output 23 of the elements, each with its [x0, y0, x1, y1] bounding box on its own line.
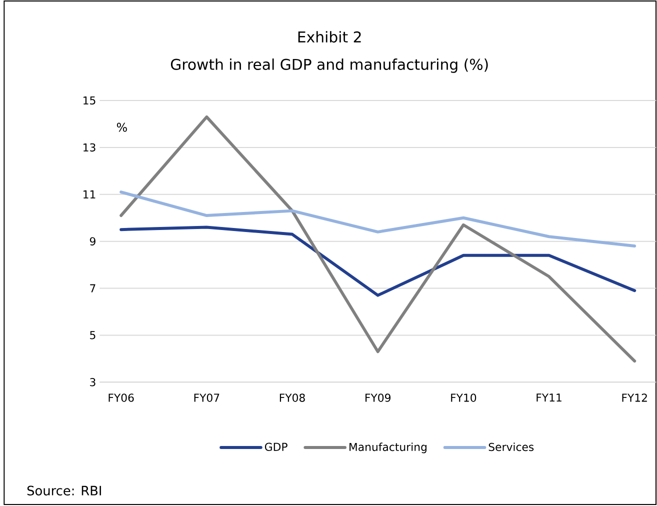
y-tick-label: 3 — [90, 378, 96, 386]
line-series — [120, 226, 636, 298]
y-tick-label: 7 — [90, 284, 96, 292]
y-axis-title: % — [116, 122, 127, 132]
source-note: Source: RBI — [27, 486, 101, 496]
x-tick-label: FY06 — [108, 394, 134, 402]
y-tick-label: 5 — [90, 331, 96, 340]
x-tick-label: FY11 — [536, 394, 562, 402]
y-tick-label: 9 — [90, 237, 96, 246]
x-tick-label: FY09 — [366, 394, 390, 402]
legend-label: GDP — [264, 442, 288, 452]
y-tick-label: 13 — [84, 144, 96, 152]
chart-title: Exhibit 2 — [298, 31, 361, 43]
line-series — [120, 190, 636, 248]
y-tick-label: 15 — [84, 96, 96, 105]
x-tick-label: FY07 — [194, 394, 220, 402]
x-tick-label: FY10 — [451, 394, 476, 402]
x-tick-label: FY08 — [280, 394, 305, 402]
y-tick-label: 11 — [84, 190, 96, 199]
legend-label: Services — [488, 442, 534, 452]
legend-label: Manufacturing — [350, 442, 426, 454]
chart-subtitle: Growth in real GDP and manufacturing (%) — [170, 58, 488, 74]
x-tick-label: FY12 — [622, 394, 647, 402]
